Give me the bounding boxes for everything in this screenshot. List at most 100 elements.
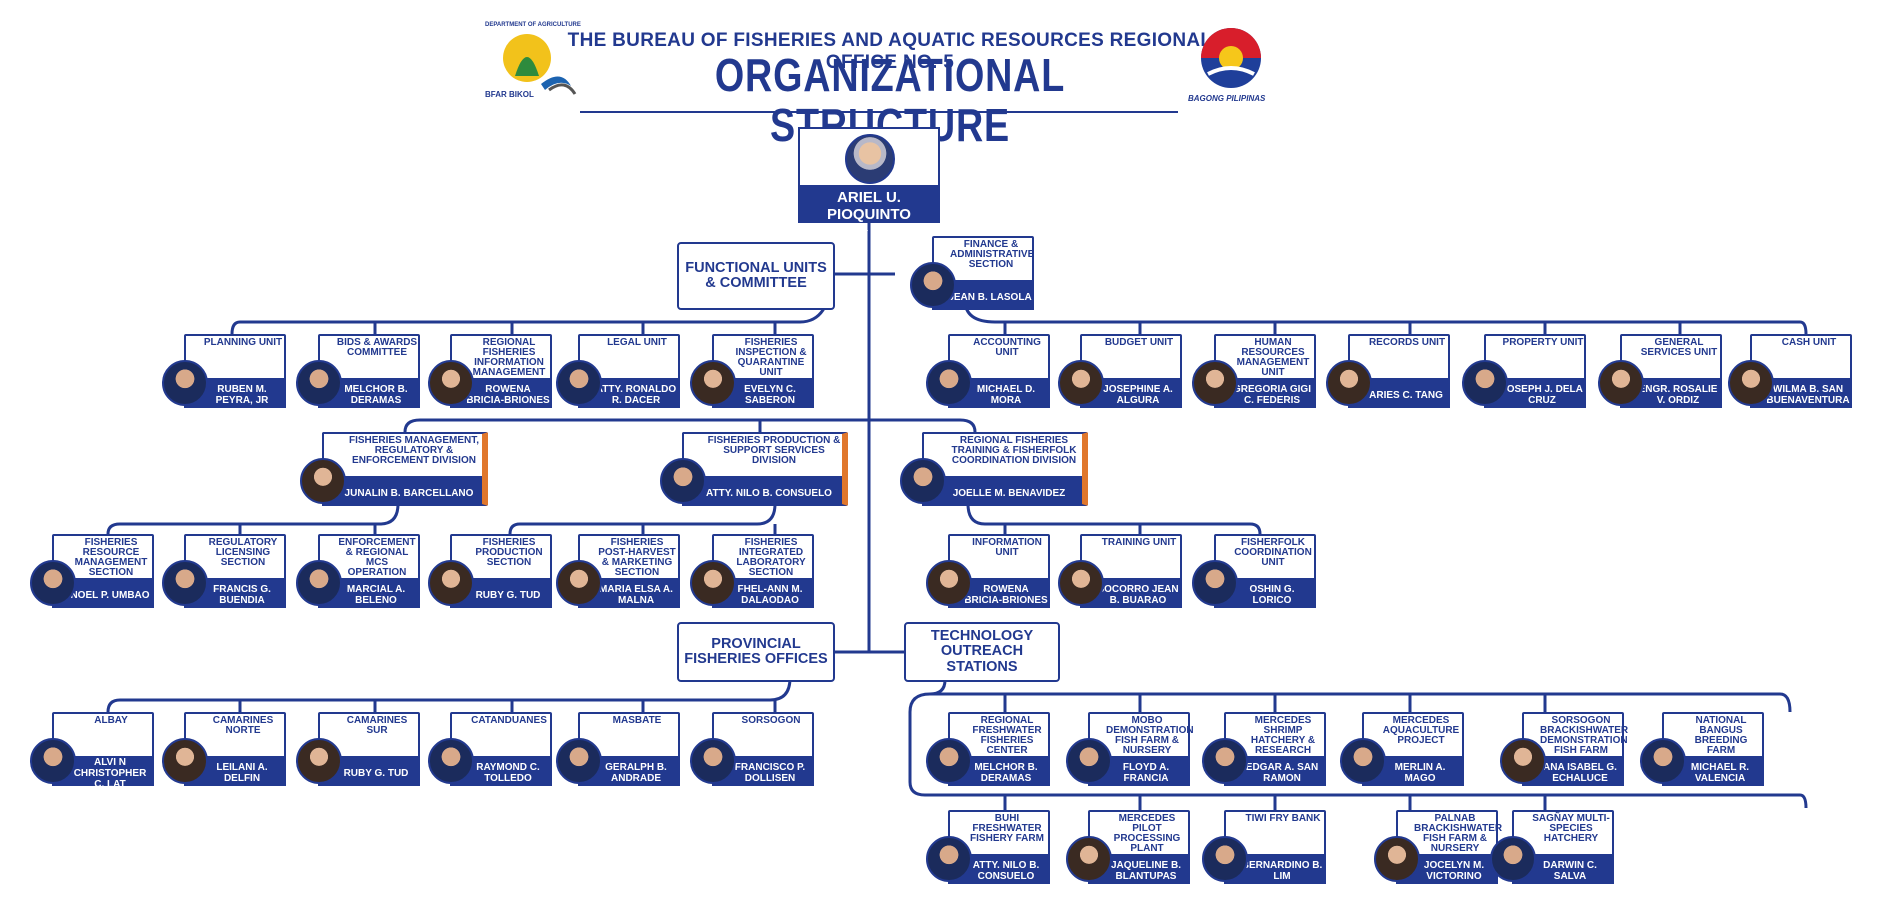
- person-avatar: [690, 560, 736, 606]
- functional-units-card: PLANNING UNIT RUBEN M. PEYRA, JR: [162, 334, 286, 408]
- stations-row2-card: BUHI FRESHWATER FISHERY FARM ATTY. NILO B…: [926, 810, 1050, 884]
- admin-units-card: BUDGET UNIT JOSEPHINE A. ALGURA: [1058, 334, 1182, 408]
- card-title: HUMAN RESOURCES MANAGEMENT UNIT: [1236, 337, 1310, 378]
- provinces-card: SORSOGON FRANCISCO P. DOLLISEN: [690, 712, 814, 786]
- stations-row1-card: NATIONAL BANGUS BREEDING FARM MICHAEL R. …: [1640, 712, 1764, 786]
- provinces-card: ALBAY ALVI N CHRISTOPHER C. LAT: [30, 712, 154, 790]
- person-avatar: [1192, 560, 1238, 606]
- person-avatar: [1066, 836, 1112, 882]
- person-avatar: [428, 560, 474, 606]
- functional-units-group-label: FUNCTIONAL UNITS & COMMITTEE: [677, 242, 835, 310]
- da-logo-ring-text: DEPARTMENT OF AGRICULTURE: [485, 22, 581, 28]
- card-title: CAMARINES NORTE: [212, 715, 274, 736]
- card-title: SAGÑAY MULTI-SPECIES HATCHERY: [1532, 813, 1610, 844]
- divisions-card: FISHERIES PRODUCTION & SUPPORT SERVICES …: [660, 432, 848, 506]
- fmred-sections-card: FISHERIES RESOURCE MANAGEMENT SECTION NOE…: [30, 534, 154, 608]
- divisions-card: REGIONAL FISHERIES TRAINING & FISHERFOLK…: [900, 432, 1088, 506]
- header-divider: [580, 111, 1178, 113]
- card-title: ACCOUNTING UNIT: [973, 337, 1041, 358]
- director-photo: [845, 134, 895, 184]
- person-avatar: [428, 738, 474, 784]
- card-title: GENERAL SERVICES UNIT: [1640, 337, 1718, 358]
- stations-row2-card: SAGÑAY MULTI-SPECIES HATCHERY DARWIN C. S…: [1490, 810, 1614, 884]
- person-avatar: [1640, 738, 1686, 784]
- person-avatar: [162, 360, 208, 406]
- page-title: ORGANIZATIONAL STRUCTURE: [714, 49, 1066, 151]
- provinces-card: CATANDUANES RAYMOND C. TOLLEDO: [428, 712, 552, 786]
- rftfcd-units-card: FISHERFOLK COORDINATION UNIT OSHIN G. LOR…: [1192, 534, 1316, 608]
- fpssd-sections-card: FISHERIES INTEGRATED LABORATORY SECTION F…: [690, 534, 814, 608]
- fpssd-sections-card: FISHERIES PRODUCTION SECTION RUBY G. TUD: [428, 534, 552, 608]
- bfar-bikol-logo: BFAR BIKOL DEPARTMENT OF AGRICULTURE: [485, 22, 581, 100]
- rftfcd-units-card: TRAINING UNIT SOCORRO JEAN B. BUARAO: [1058, 534, 1182, 608]
- card-title: PROPERTY UNIT: [1502, 337, 1584, 348]
- divisions-card: FISHERIES MANAGEMENT, REGULATORY & ENFOR…: [300, 432, 488, 506]
- functional-units-card: LEGAL UNIT ATTY. RONALDO R. DACER: [556, 334, 680, 408]
- fmred-sections-card: REGULATORY LICENSING SECTION FRANCIS G. B…: [162, 534, 286, 608]
- card-title: BUDGET UNIT: [1104, 337, 1174, 348]
- person-avatar: [1058, 560, 1104, 606]
- card-title: PLANNING UNIT: [203, 337, 283, 348]
- stations-row1-card: SORSOGON BRACKISHWATER DEMONSTRATION FIS…: [1500, 712, 1629, 786]
- provinces-card: CAMARINES SUR RUBY G. TUD: [296, 712, 420, 786]
- card-title: INFORMATION UNIT: [972, 537, 1042, 558]
- person-avatar: [428, 360, 474, 406]
- card-title: FISHERIES PRODUCTION & SUPPORT SERVICES …: [707, 435, 841, 466]
- finance-avatar: [910, 262, 956, 308]
- person-avatar: [556, 360, 602, 406]
- card-title: MASBATE: [612, 715, 662, 726]
- rftfcd-units-card: INFORMATION UNIT ROWENA BRICIA-BRIONES: [926, 534, 1050, 608]
- card-title: FISHERIES INSPECTION & QUARANTINE UNIT: [735, 337, 807, 378]
- person-avatar: [900, 458, 946, 504]
- person-avatar: [162, 738, 208, 784]
- card-title: MERCEDES AQUACULTURE PROJECT: [1382, 715, 1460, 746]
- finance-admin-card: FINANCE & ADMINISTRATIVE SECTION JEAN B.…: [910, 236, 1034, 310]
- stations-row1-card: REGIONAL FRESHWATER FISHERIES CENTER MELC…: [926, 712, 1050, 786]
- person-avatar: [926, 560, 972, 606]
- card-title: SORSOGON: [741, 715, 801, 726]
- person-avatar: [1326, 360, 1372, 406]
- card-title: RECORDS UNIT: [1368, 337, 1446, 348]
- person-avatar: [660, 458, 706, 504]
- admin-units-card: HUMAN RESOURCES MANAGEMENT UNIT GREGORIA …: [1192, 334, 1316, 408]
- person-avatar: [1728, 360, 1774, 406]
- person-avatar: [926, 836, 972, 882]
- card-title: SORSOGON BRACKISHWATER DEMONSTRATION FIS…: [1540, 715, 1629, 756]
- person-avatar: [300, 458, 346, 504]
- card-title: PALNAB BRACKISHWATER FISH FARM & NURSERY: [1414, 813, 1503, 854]
- bagong-pilipinas-caption: BAGONG PILIPINAS: [1188, 94, 1266, 103]
- header-subtitle: THE BUREAU OF FISHERIES AND AQUATIC RESO…: [567, 30, 1213, 73]
- person-avatar: [1374, 836, 1420, 882]
- card-name: ATTY. NILO B. CONSUELO: [682, 476, 842, 506]
- functional-units-card: FISHERIES INSPECTION & QUARANTINE UNIT EV…: [690, 334, 814, 408]
- person-avatar: [296, 360, 342, 406]
- finance-title: FINANCE & ADMINISTRATIVE SECTION: [950, 239, 1035, 270]
- admin-units-card: PROPERTY UNIT JOSEPH J. DELA CRUZ: [1462, 334, 1586, 408]
- card-title: CAMARINES SUR: [346, 715, 408, 736]
- card-title: BUHI FRESHWATER FISHERY FARM: [970, 813, 1044, 844]
- card-title: ALBAY: [94, 715, 128, 726]
- fpssd-sections-card: FISHERIES POST-HARVEST & MARKETING SECTI…: [556, 534, 680, 608]
- bfar-logo-caption: BFAR BIKOL: [485, 90, 534, 99]
- fmred-sections-card: ENFORCEMENT & REGIONAL MCS OPERATION CEN…: [296, 534, 420, 608]
- person-avatar: [556, 560, 602, 606]
- stations-row2-card: MERCEDES PILOT PROCESSING PLANT JAQUELINE…: [1066, 810, 1190, 884]
- admin-units-card: ACCOUNTING UNIT MICHAEL D. MORA: [926, 334, 1050, 408]
- person-avatar: [1490, 836, 1536, 882]
- card-title: CASH UNIT: [1781, 337, 1837, 348]
- admin-units-card: CASH UNIT WILMA B. SAN BUENAVENTURA: [1728, 334, 1852, 408]
- person-avatar: [296, 738, 342, 784]
- director-name: ARIEL U. PIOQUINTO: [827, 189, 911, 223]
- stations-row1-card: MOBO DEMONSTRATION FISH FARM & NURSERY S…: [1066, 712, 1194, 786]
- card-title: REGULATORY LICENSING SECTION: [208, 537, 278, 568]
- person-avatar: [1340, 738, 1386, 784]
- stations-row2-card: TIWI FRY BANK BERNARDINO B. LIM: [1202, 810, 1326, 884]
- card-title: FISHERIES INTEGRATED LABORATORY SECTION: [736, 537, 806, 578]
- bagong-pilipinas-logo: BAGONG PILIPINAS: [1188, 24, 1274, 104]
- person-avatar: [1202, 738, 1248, 784]
- card-title: FISHERFOLK COORDINATION UNIT: [1234, 537, 1312, 568]
- card-title: LEGAL UNIT: [607, 337, 667, 348]
- director-title: REGIONAL DIRECTOR: [817, 223, 921, 234]
- stations-row1-card: MERCEDES SHRIMP HATCHERY & RESEARCH LABO…: [1202, 712, 1326, 786]
- director-namebar: ARIEL U. PIOQUINTO REGIONAL DIRECTOR: [800, 185, 938, 234]
